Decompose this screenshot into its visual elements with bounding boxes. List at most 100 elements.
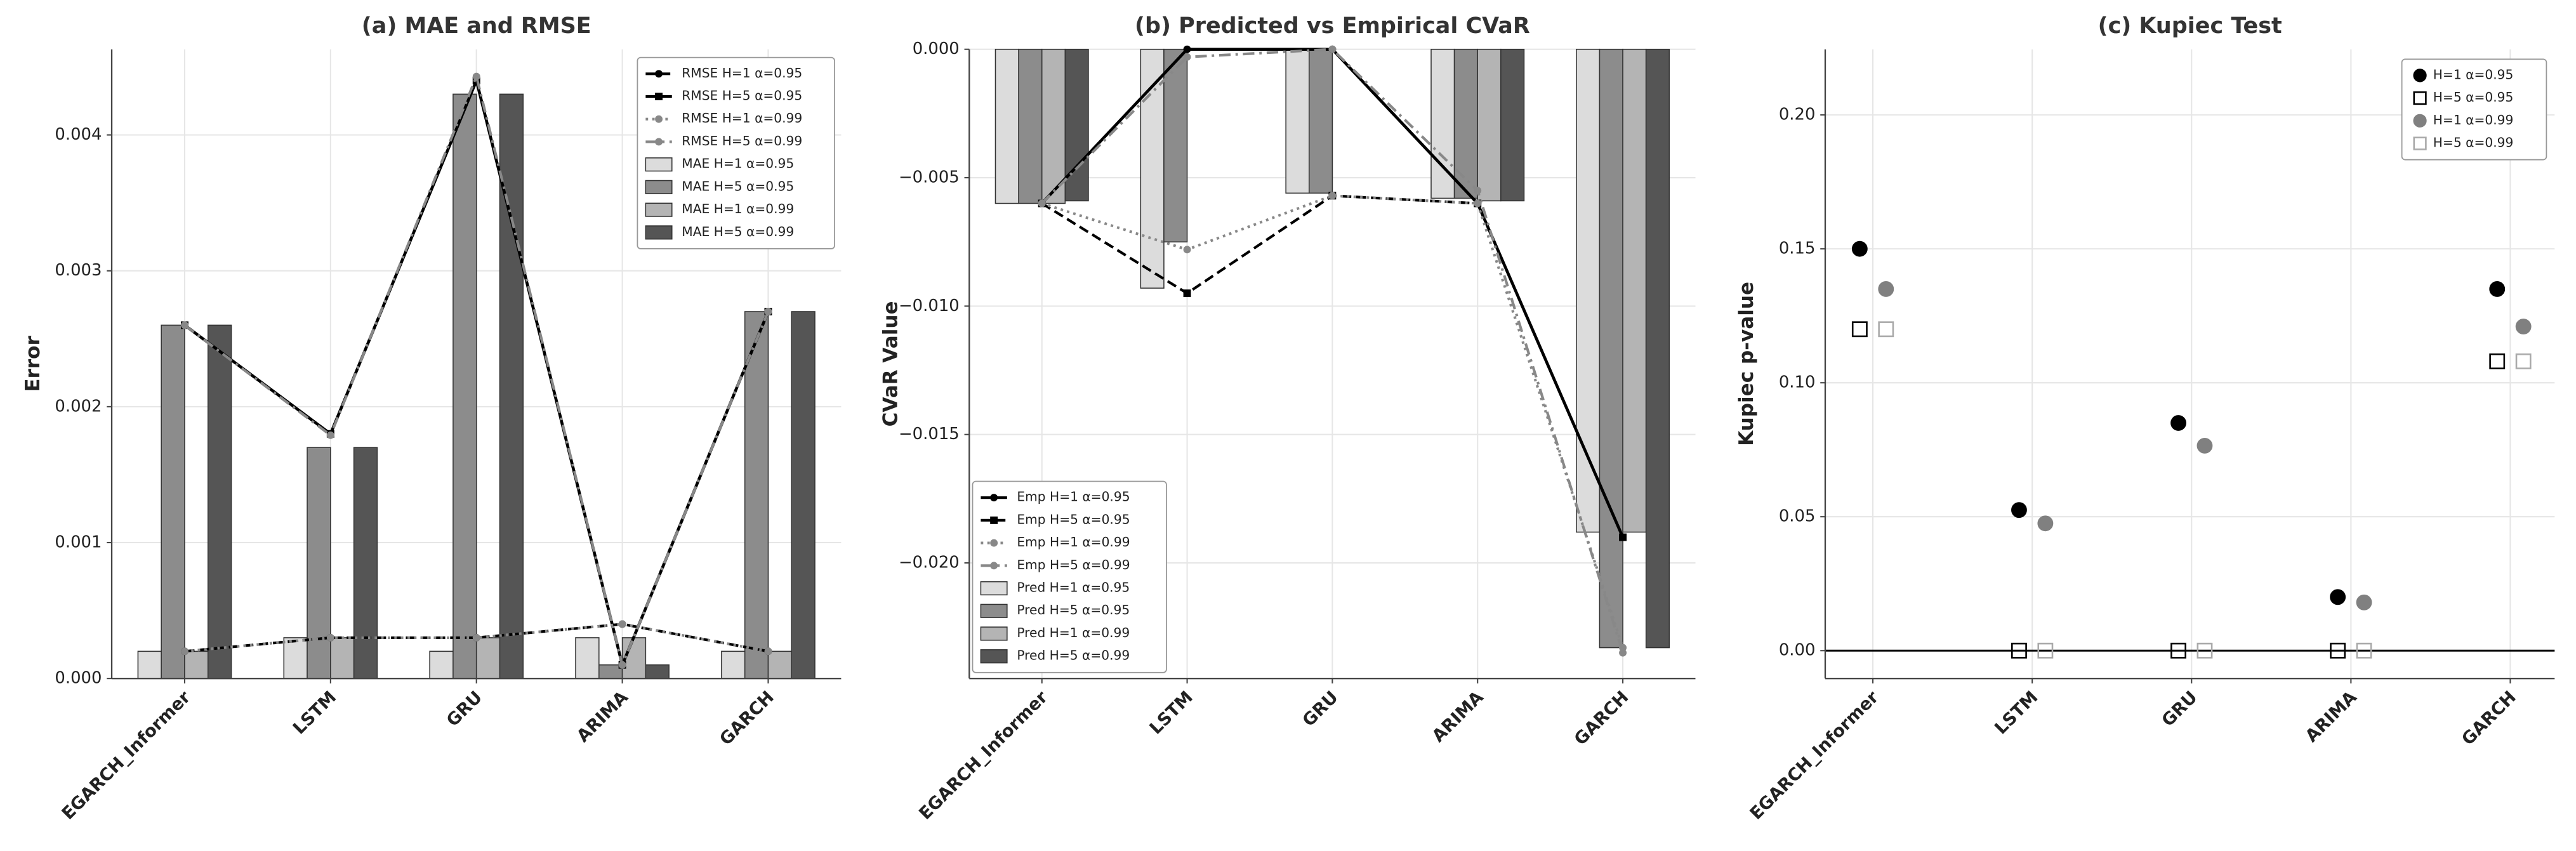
x-tick-label: EGARCH_Informer bbox=[1747, 687, 1883, 824]
bar bbox=[1309, 48, 1333, 194]
line-marker bbox=[764, 308, 772, 315]
y-tick-label: −0.010 bbox=[899, 296, 960, 315]
bar bbox=[499, 93, 524, 679]
bar bbox=[1645, 48, 1670, 649]
bar bbox=[645, 664, 670, 679]
x-tick-label: GARCH bbox=[2458, 687, 2520, 749]
y-tick-label: 0.001 bbox=[55, 533, 102, 552]
y-axis-label: CVaR Value bbox=[879, 301, 902, 426]
legend-swatch bbox=[645, 157, 673, 172]
legend-label: H=1 α=0.99 bbox=[2433, 112, 2514, 128]
line-marker bbox=[1183, 45, 1191, 53]
point bbox=[2515, 319, 2532, 334]
chart-title: (a) MAE and RMSE bbox=[362, 13, 591, 39]
bar bbox=[330, 637, 355, 679]
line-marker bbox=[764, 647, 772, 656]
point bbox=[2330, 589, 2346, 605]
legend-box bbox=[637, 56, 835, 249]
bar bbox=[429, 650, 454, 679]
x-tick-label: LSTM bbox=[1146, 687, 1197, 738]
legend-label: Emp H=1 α=0.95 bbox=[1017, 489, 1130, 505]
legend-marker bbox=[2413, 91, 2427, 105]
legend-label: Emp H=5 α=0.99 bbox=[1017, 557, 1130, 572]
y-tick-label: 0.000 bbox=[913, 39, 960, 58]
legend-swatch bbox=[980, 581, 1008, 596]
bar bbox=[1453, 48, 1479, 199]
bar bbox=[994, 48, 1019, 204]
line-marker bbox=[1474, 199, 1482, 208]
bar bbox=[283, 637, 308, 679]
point bbox=[2170, 415, 2186, 431]
line-marker bbox=[1038, 199, 1046, 208]
legend-label: Pred H=1 α=0.99 bbox=[1017, 625, 1130, 640]
x-tick-label: ARIMA bbox=[573, 687, 632, 746]
bar bbox=[1599, 48, 1623, 649]
legend-marker bbox=[655, 138, 663, 146]
point bbox=[2170, 642, 2186, 659]
line bbox=[183, 72, 770, 670]
legend-marker bbox=[990, 494, 998, 502]
y-tick-label: 0.002 bbox=[55, 397, 102, 416]
y-tick-label: 0.003 bbox=[55, 261, 102, 280]
line-marker bbox=[181, 321, 188, 329]
y-tick-label: 0.10 bbox=[1779, 373, 1816, 392]
legend-marker bbox=[655, 70, 663, 78]
bar bbox=[207, 324, 232, 679]
legend-box bbox=[2401, 58, 2547, 161]
point bbox=[1878, 321, 1894, 338]
y-tick-label: 0.004 bbox=[55, 125, 102, 144]
legend-marker bbox=[655, 93, 663, 100]
legend-label: RMSE H=5 α=0.95 bbox=[682, 88, 802, 103]
legend-marker bbox=[990, 539, 998, 547]
bar bbox=[1285, 48, 1310, 194]
bar bbox=[721, 650, 746, 679]
legend-label: H=1 α=0.95 bbox=[2433, 67, 2514, 82]
line-marker bbox=[1328, 192, 1337, 200]
line-marker bbox=[1183, 53, 1191, 61]
legend-label: MAE H=5 α=0.95 bbox=[682, 178, 794, 194]
legend-swatch bbox=[645, 225, 673, 240]
legend-label: H=5 α=0.99 bbox=[2433, 135, 2514, 150]
y-tick-label: −0.005 bbox=[899, 168, 960, 187]
legend-marker bbox=[655, 115, 663, 123]
point bbox=[1851, 321, 1868, 338]
bar bbox=[161, 324, 185, 679]
x-tick-label: GARCH bbox=[1571, 687, 1633, 749]
bar bbox=[137, 650, 162, 679]
legend-label: MAE H=1 α=0.99 bbox=[682, 201, 794, 216]
legend-swatch bbox=[980, 649, 1008, 664]
x-tick-label: GRU bbox=[443, 687, 486, 730]
point bbox=[2011, 642, 2027, 659]
bar bbox=[1576, 48, 1601, 533]
point bbox=[1878, 281, 1894, 297]
x-tick-label: ARIMA bbox=[2302, 687, 2361, 746]
y-tick-label: 0.15 bbox=[1779, 239, 1816, 258]
bar bbox=[1622, 48, 1647, 533]
x-tick-label: LSTM bbox=[1991, 687, 2042, 738]
y-tick-label: 0.00 bbox=[1779, 641, 1816, 660]
legend-label: Pred H=5 α=0.99 bbox=[1017, 648, 1130, 663]
bar bbox=[1500, 48, 1525, 202]
x-tick-label: EGARCH_Informer bbox=[915, 687, 1052, 824]
legend-swatch bbox=[980, 626, 1008, 641]
bar bbox=[744, 311, 769, 679]
line-marker bbox=[326, 633, 334, 642]
bar bbox=[475, 637, 501, 679]
y-tick-label: 0.000 bbox=[55, 669, 102, 688]
legend-label: MAE H=5 α=0.99 bbox=[682, 224, 794, 239]
line-marker bbox=[1328, 45, 1337, 53]
point bbox=[1851, 241, 1868, 257]
legend-label: RMSE H=5 α=0.99 bbox=[682, 133, 802, 148]
legend-label: Emp H=5 α=0.95 bbox=[1017, 511, 1130, 527]
point bbox=[2037, 642, 2054, 659]
bar bbox=[575, 637, 600, 679]
legend-box bbox=[972, 480, 1167, 673]
line-marker bbox=[326, 431, 334, 439]
bar bbox=[452, 93, 477, 679]
point bbox=[2196, 642, 2213, 659]
y-tick-label: −0.020 bbox=[899, 553, 960, 572]
legend-label: RMSE H=1 α=0.99 bbox=[682, 110, 802, 126]
line-marker bbox=[1183, 246, 1191, 254]
